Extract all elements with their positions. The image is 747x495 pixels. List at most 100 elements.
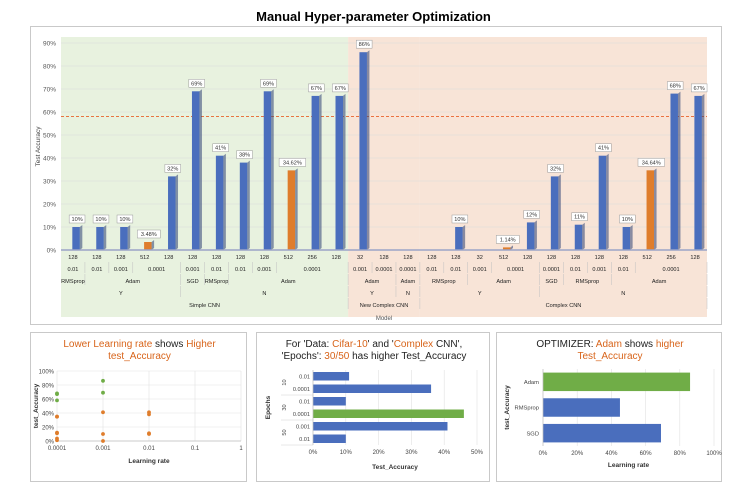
batch-size-label: 128: [523, 255, 532, 261]
batch-size-label: 128: [68, 255, 77, 261]
y-tick-label: 30%: [43, 179, 56, 186]
model-group-label: New Complex CNN: [360, 303, 409, 309]
y-tick-label: 50%: [43, 133, 56, 140]
batch-size-label: 128: [379, 255, 388, 261]
data-label: 10%: [622, 217, 633, 223]
x-tick-label: 40%: [438, 450, 451, 456]
category-label: SGD: [526, 431, 539, 437]
bar: [455, 227, 463, 250]
data-label: 34.62%: [283, 160, 302, 166]
batch-size-label: 128: [427, 255, 436, 261]
optimizer-label: SGD: [187, 279, 199, 285]
bar-side: [199, 89, 202, 250]
bar-side: [366, 50, 370, 251]
batch-size-label: 512: [284, 255, 293, 261]
data-label: 41%: [215, 146, 226, 152]
data-label: 69%: [263, 81, 274, 87]
optimizer-label: RMSprop: [576, 279, 600, 285]
epoch-group-label: 30: [282, 404, 288, 410]
x-tick-label: 0.0001: [48, 446, 67, 452]
data-label: 11%: [574, 215, 585, 221]
data-label-box: [260, 79, 277, 88]
optimizer-label: Adam: [365, 279, 380, 285]
x-axis-label: Learning rate: [128, 458, 170, 465]
batch-size-label: 128: [164, 255, 173, 261]
epoch-group-label: 10: [282, 379, 288, 385]
data-label-box: [523, 210, 540, 219]
x-tick-label: 0.1: [191, 446, 200, 452]
data-label-box: [667, 81, 684, 90]
batch-size-label: 128: [236, 255, 245, 261]
data-label-box: [188, 79, 205, 88]
flag-label: N: [621, 291, 625, 297]
learning-rate-label: 0.01: [68, 267, 79, 273]
data-label: 10%: [119, 217, 130, 223]
learning-rate-label: 0.0001: [663, 267, 680, 273]
batch-size-label: 128: [571, 255, 580, 261]
category-label: 0.001: [296, 424, 310, 430]
bar-side: [319, 93, 322, 251]
bar: [215, 155, 224, 250]
optimizer-bar-chart: 0% 20% 40% 60% 80% 100% Adam RMSprop SGD Learning…: [504, 369, 722, 469]
data-label-box: [547, 164, 564, 173]
data-label-box: [92, 214, 110, 224]
main-bar-chart: 0% 10% 20% 30% 40% 50% 60% 70% 80% 90% Test Accura…: [35, 37, 708, 322]
bar-side: [295, 168, 298, 250]
data-label-box: [619, 214, 636, 224]
batch-size-label: 128: [260, 255, 269, 261]
data-label: 10%: [454, 217, 465, 223]
batch-size-label: 128: [212, 255, 221, 261]
bar: [670, 93, 678, 250]
bar: [120, 227, 128, 250]
category-label: 0.0001: [293, 412, 310, 418]
epochs-panel: For 'Data: Cifar-10' and 'Complex CNN', '…: [256, 332, 490, 482]
scatter-chart: 0% 20% 40% 60% 80% 100% 0.0001 0.001 0.01 0.1 1 Lea…: [33, 369, 243, 465]
bar-side: [271, 89, 274, 250]
data-label-box: [332, 83, 349, 93]
learning-rate-label: 0.01: [618, 267, 629, 273]
flag-label: Y: [478, 291, 482, 297]
category-label: 0.0001: [293, 387, 310, 393]
learning-rate-label: 0.0001: [375, 267, 392, 273]
y-tick-label: 60%: [42, 397, 55, 403]
batch-size-label: 256: [308, 255, 317, 261]
epochs-title: For 'Data: Cifar-10' and 'Complex CNN', '…: [281, 339, 467, 362]
bar-side: [534, 220, 537, 250]
learning-rate-label: 0.0001: [543, 267, 560, 273]
x-tick-label: 0%: [539, 451, 548, 457]
bar-side: [654, 168, 657, 250]
y-tick-label: 80%: [42, 383, 55, 389]
bar-side: [606, 153, 609, 250]
bar-side: [247, 160, 250, 250]
batch-size-label: 128: [331, 255, 340, 261]
scatter-point: [55, 414, 59, 419]
bar-side: [701, 93, 705, 251]
y-axis-label: test_Accuracy: [504, 385, 511, 430]
data-label: 68%: [670, 84, 681, 90]
bar: [144, 241, 152, 250]
data-label: 67%: [694, 86, 705, 92]
data-label-box: [595, 143, 612, 152]
bar: [574, 224, 583, 250]
scatter-point: [101, 410, 105, 415]
scatter-point: [101, 439, 105, 443]
learning-rate-label: 0.01: [91, 267, 102, 273]
bar-side: [151, 239, 155, 250]
data-label-box: [278, 158, 306, 167]
learning-rate-label: 0.001: [114, 267, 128, 273]
bar: [543, 372, 691, 392]
y-axis-label: test_Accuracy: [33, 383, 40, 428]
category-label: 0.01: [299, 437, 310, 443]
learning-rate-label: 0.01: [450, 267, 461, 273]
model-group-label: Complex CNN: [546, 303, 582, 309]
bar: [313, 409, 464, 418]
learning-rate-label: 0.0001: [507, 267, 524, 273]
scatter-point: [55, 431, 59, 436]
bar: [646, 170, 655, 250]
x-tick-label: 0%: [309, 450, 318, 456]
bar-side: [582, 222, 585, 250]
model-group-background: [348, 37, 420, 317]
data-label: 3.48%: [141, 232, 157, 238]
y-tick-label: 90%: [43, 41, 56, 48]
bar: [313, 397, 346, 406]
